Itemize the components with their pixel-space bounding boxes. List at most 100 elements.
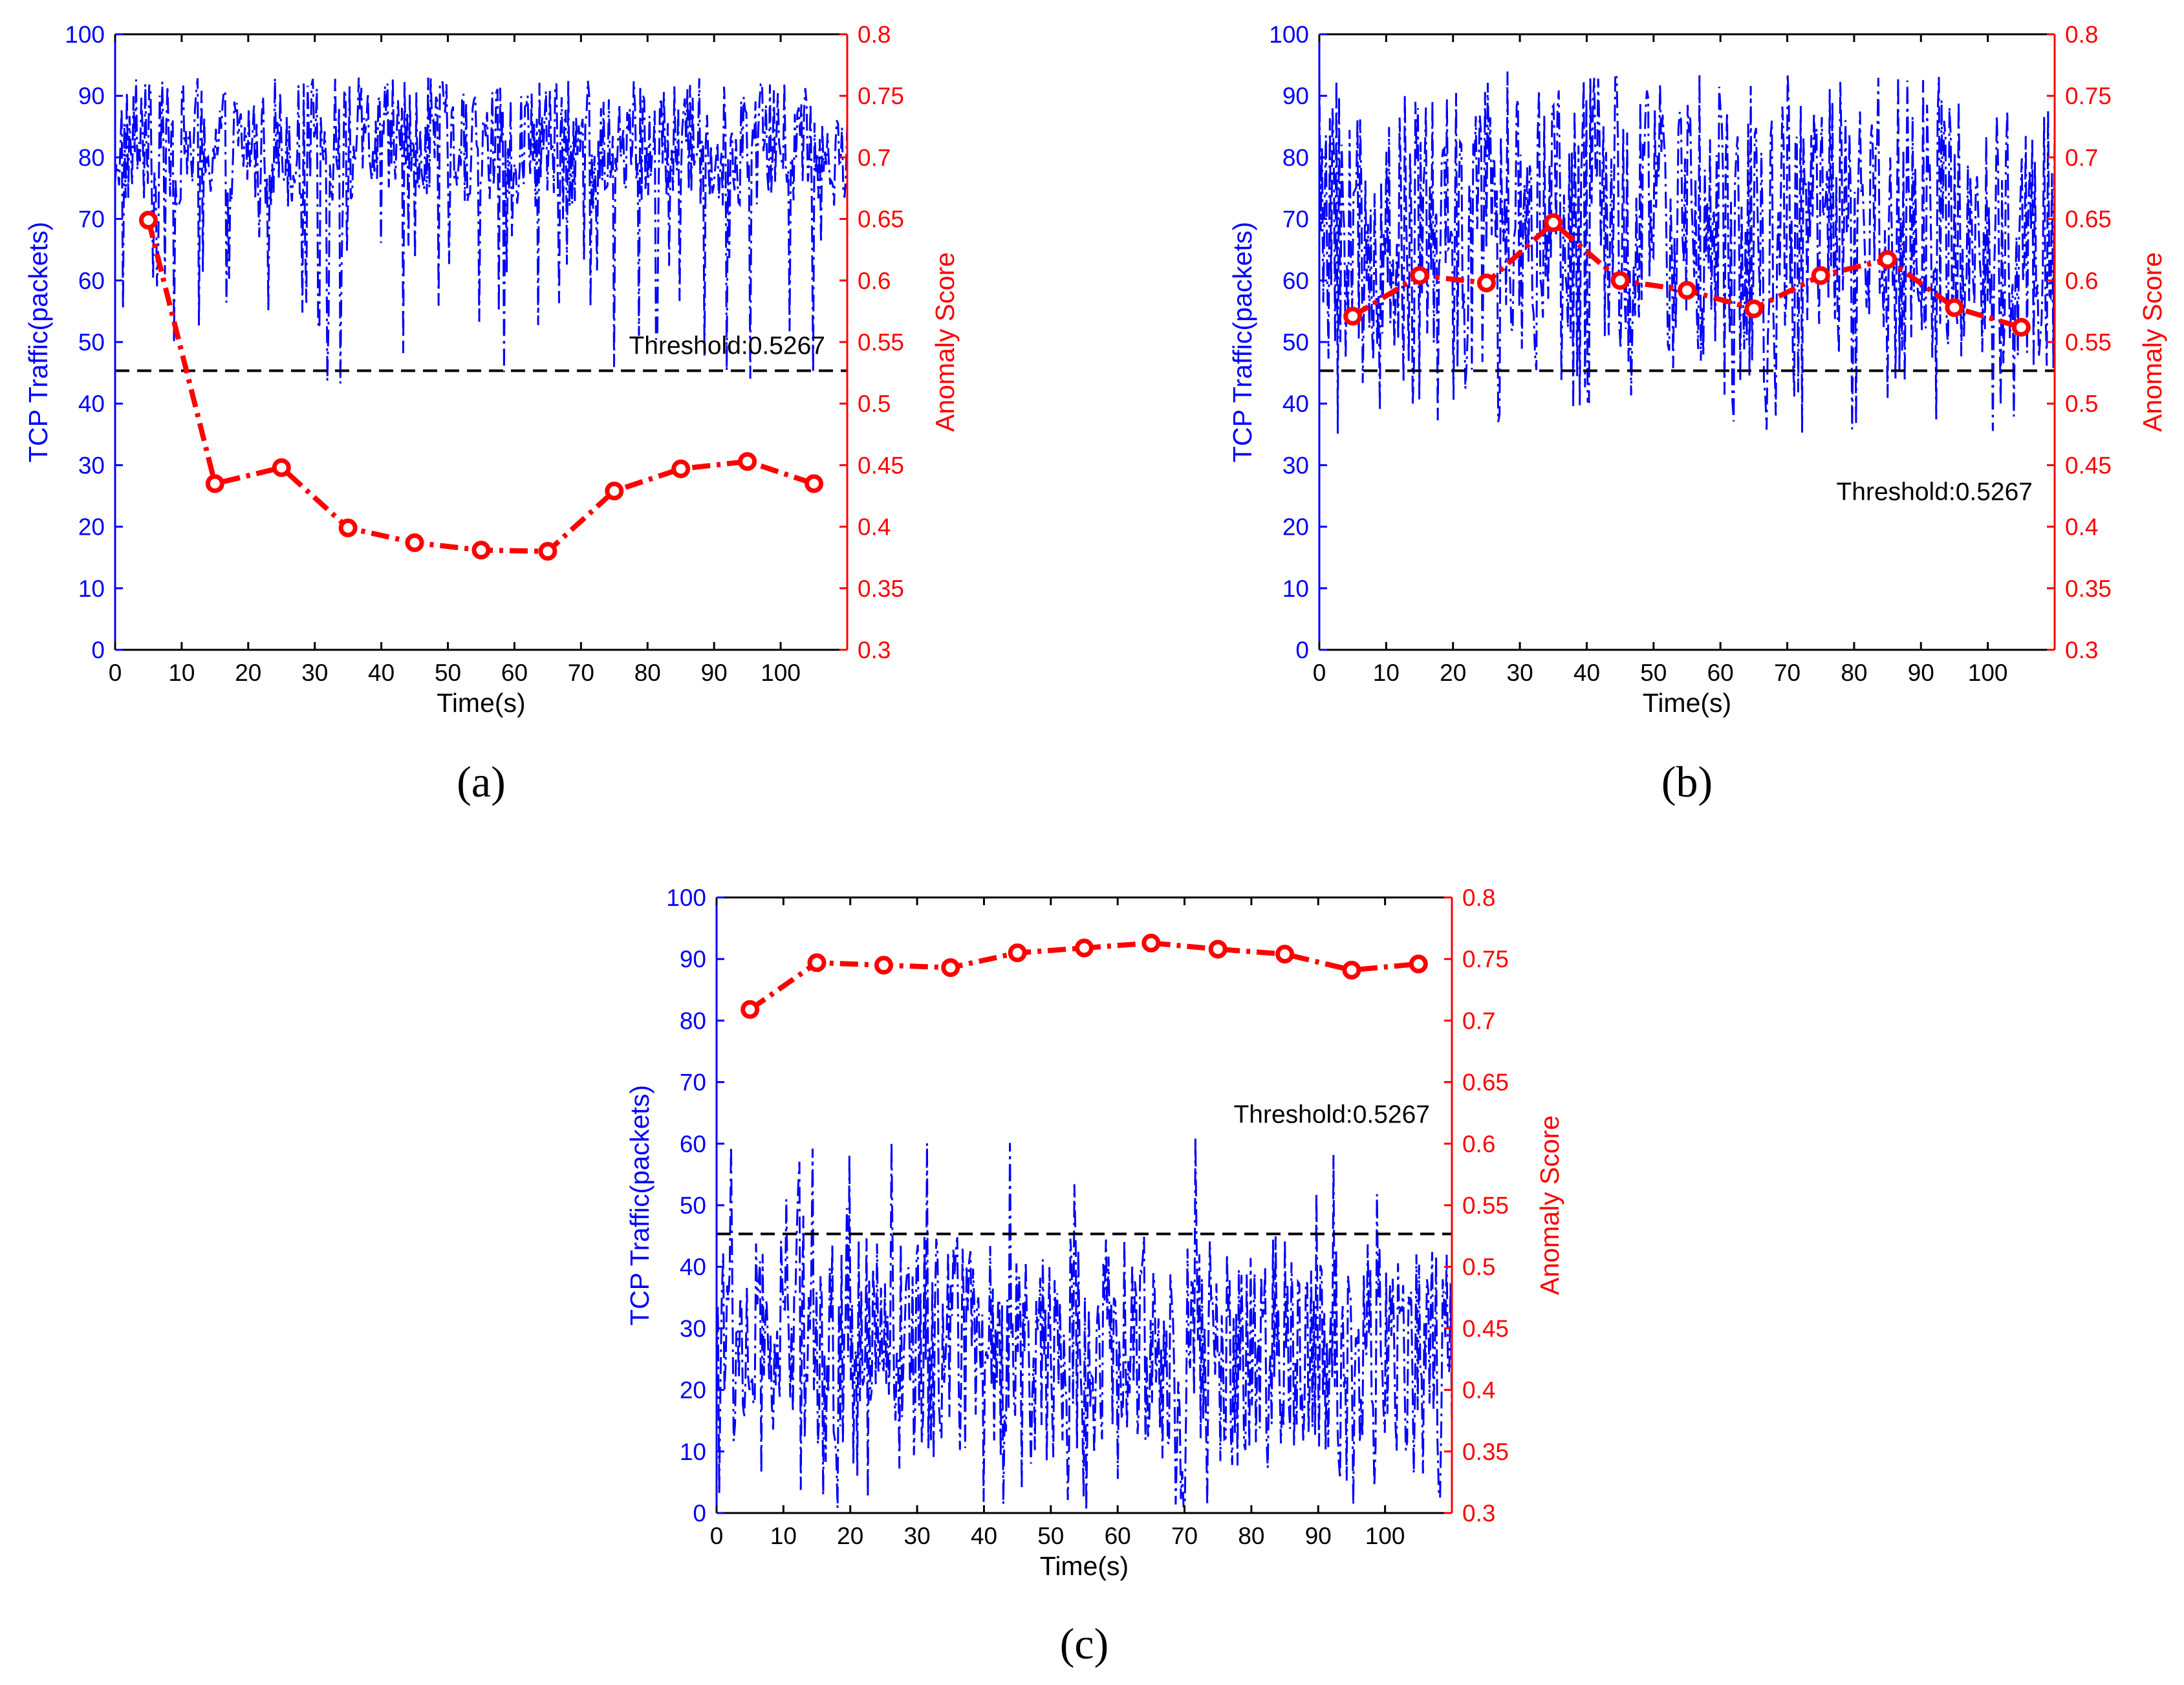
panel-a: Threshold:0.5267 0 10 20 30 40 50 60 70 80 90 100 0 1…	[23, 21, 960, 806]
y-left-tick-label: 10	[680, 1439, 706, 1465]
anomaly-score-point	[138, 211, 158, 230]
x-tick-label: 10	[770, 1523, 797, 1549]
x-tick-label: 80	[634, 660, 661, 686]
x-tick-label: 40	[368, 660, 395, 686]
y-right-tick-label: 0.7	[2065, 144, 2098, 171]
anomaly-score-point	[671, 459, 691, 478]
anomaly-score-point	[1678, 281, 1696, 300]
panel-c: Threshold:0.5267 0 10 20 30 40 50 60 70 80 90 100 0 1…	[625, 885, 1564, 1668]
y-right-tick-label: 0.6	[2065, 268, 2098, 294]
anomaly-score-point	[1476, 274, 1496, 293]
x-tick-label: 20	[235, 660, 261, 686]
panel-label: (b)	[1661, 757, 1713, 806]
y-left-tick-label: 30	[680, 1315, 706, 1342]
x-tick-label: 20	[837, 1523, 863, 1549]
y-right-tick-label: 0.4	[1462, 1377, 1495, 1404]
y-right-tick-label: 0.4	[858, 514, 891, 541]
x-tick-label: 10	[1373, 660, 1400, 686]
tcp-traffic-line	[715, 1137, 1453, 1511]
y-right-tick-label: 0.65	[1462, 1069, 1509, 1096]
x-tick-label: 100	[1968, 660, 2008, 686]
x-tick-label: 60	[1105, 1523, 1131, 1549]
x-tick-label: 30	[904, 1523, 931, 1549]
y-left-tick-label: 100	[1269, 21, 1309, 48]
x-tick-label: 0	[1313, 660, 1326, 686]
anomaly-score-point	[1275, 945, 1295, 964]
anomaly-score-point	[874, 956, 893, 975]
y-left-tick-label: 90	[78, 83, 105, 109]
anomaly-score-point	[1208, 939, 1227, 959]
y-right-tick-label: 0.35	[858, 575, 904, 602]
y-left-tick-label: 40	[680, 1254, 706, 1280]
x-axis-label: Time(s)	[1040, 1551, 1129, 1581]
y-right-tick-label: 0.6	[1462, 1131, 1495, 1157]
y-right-tick-label: 0.75	[858, 83, 904, 109]
anomaly-score-point	[1075, 938, 1094, 958]
y-left-tick-label: 70	[680, 1069, 706, 1096]
x-tick-label: 100	[1365, 1523, 1405, 1549]
y-right-tick-label: 0.5	[858, 391, 891, 417]
y-right-tick-label: 0.45	[2065, 452, 2112, 478]
anomaly-score-point	[272, 458, 291, 477]
x-tick-label: 90	[1305, 1523, 1332, 1549]
x-tick-label: 40	[971, 1523, 997, 1549]
y-right-tick-label: 0.55	[1462, 1192, 1509, 1219]
anomaly-score-point	[2011, 317, 2031, 337]
anomaly-score-point	[1141, 933, 1161, 952]
x-axis-label: Time(s)	[437, 688, 525, 718]
y-right-tick-label: 0.3	[858, 637, 891, 663]
y-left-tick-label: 40	[1282, 391, 1309, 417]
threshold-label: Threshold:0.5267	[1836, 478, 2033, 506]
y-right-tick-label: 0.5	[2065, 391, 2098, 417]
x-tick-label: 90	[1908, 660, 1934, 686]
y-right-axis-label: Anomaly Score	[930, 252, 960, 432]
x-tick-label: 30	[1507, 660, 1533, 686]
y-left-tick-label: 0	[1295, 637, 1309, 663]
anomaly-score-point	[1811, 266, 1830, 285]
y-left-tick-label: 80	[1282, 144, 1309, 171]
y-left-tick-label: 10	[78, 575, 105, 602]
anomaly-score-point	[1610, 271, 1630, 290]
x-tick-label: 0	[710, 1523, 724, 1549]
x-tick-label: 90	[701, 660, 728, 686]
anomaly-score-point	[741, 1000, 760, 1019]
y-right-tick-label: 0.75	[2065, 83, 2112, 109]
y-right-tick-label: 0.35	[2065, 575, 2112, 602]
y-left-axis-label: TCP Traffic(packets)	[1227, 222, 1257, 462]
y-left-tick-label: 90	[680, 946, 706, 972]
x-tick-label: 20	[1440, 660, 1466, 686]
y-left-tick-label: 70	[1282, 206, 1309, 233]
y-right-axis-label: Anomaly Score	[2137, 252, 2167, 432]
y-left-tick-label: 50	[78, 329, 105, 356]
anomaly-score-point	[338, 519, 358, 538]
x-tick-label: 80	[1841, 660, 1867, 686]
anomaly-score-point	[1744, 299, 1764, 319]
x-tick-label: 70	[1774, 660, 1800, 686]
y-right-tick-label: 0.8	[858, 21, 891, 48]
threshold-label: Threshold:0.5267	[1233, 1100, 1430, 1128]
x-tick-label: 30	[301, 660, 328, 686]
x-tick-label: 60	[501, 660, 528, 686]
x-tick-label: 70	[1171, 1523, 1198, 1549]
y-right-tick-label: 0.45	[1462, 1315, 1509, 1342]
tcp-traffic-line	[114, 77, 849, 384]
y-right-tick-label: 0.55	[2065, 329, 2112, 356]
anomaly-score-line	[146, 219, 815, 554]
x-tick-label: 100	[761, 660, 801, 686]
x-tick-label: 80	[1238, 1523, 1264, 1549]
y-right-tick-label: 0.65	[858, 206, 904, 233]
y-right-tick-label: 0.8	[2065, 21, 2098, 48]
anomaly-score-point	[205, 474, 224, 493]
anomaly-score-point	[1342, 960, 1361, 980]
y-left-tick-label: 90	[1282, 83, 1309, 109]
x-tick-label: 70	[568, 660, 594, 686]
anomaly-score-point	[405, 533, 424, 552]
anomaly-score-point	[538, 542, 557, 561]
tcp-traffic-line	[1318, 71, 2056, 434]
y-left-tick-label: 50	[1282, 329, 1309, 356]
anomaly-score-point	[471, 541, 491, 560]
y-left-tick-label: 0	[91, 637, 105, 663]
x-tick-label: 10	[168, 660, 195, 686]
x-tick-label: 40	[1573, 660, 1600, 686]
